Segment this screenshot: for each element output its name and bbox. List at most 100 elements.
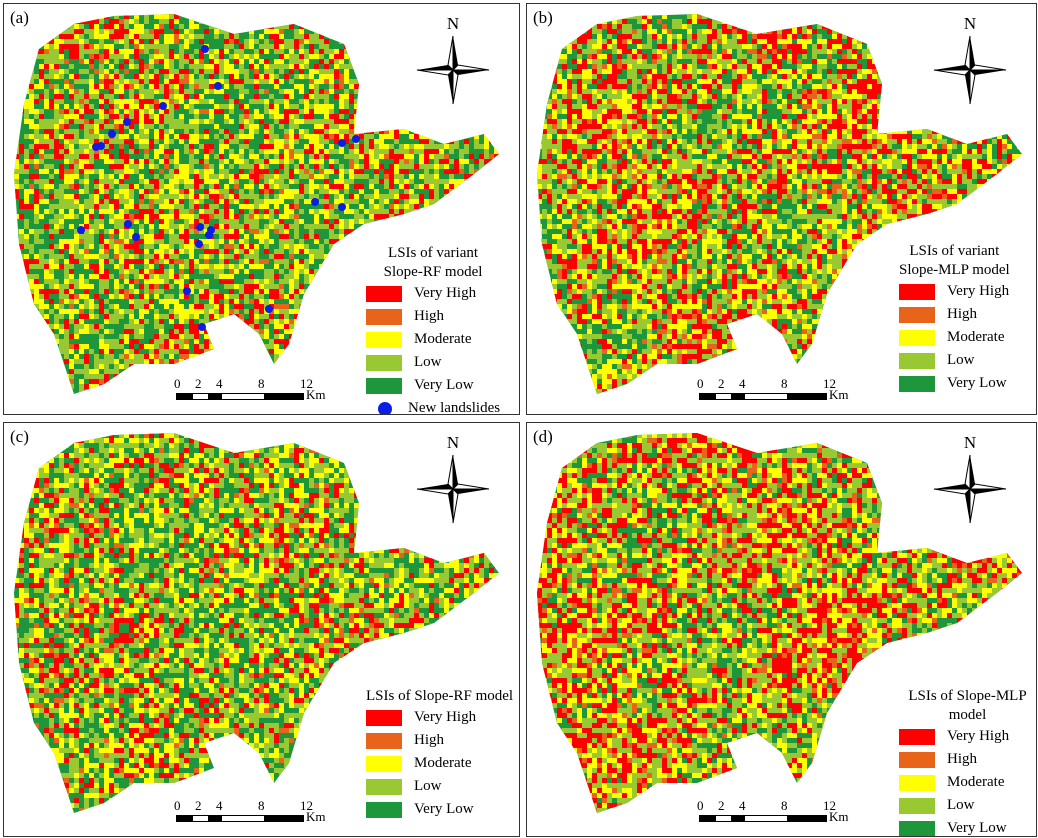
scale-tick: 0 <box>697 376 704 392</box>
scale-tick: 2 <box>195 376 202 392</box>
scale-tick: 12 <box>823 376 836 392</box>
legend-swatch <box>899 329 935 346</box>
map-panel-c: (c) N LSIs of Slope-RF model Very High High M… <box>3 422 520 837</box>
legend-item: Moderate <box>899 326 1010 349</box>
scale-tick: 12 <box>300 376 313 392</box>
legend-item: Low <box>366 351 500 374</box>
legend-item: Very Low <box>899 817 1036 836</box>
legend-swatch <box>899 797 935 814</box>
landslide-point <box>159 102 167 110</box>
legend-item: Very High <box>899 725 1036 748</box>
scale-unit: Km <box>306 809 326 825</box>
susceptibility-map <box>537 14 1022 394</box>
scale-bar: 0 2 4 8 12 Km <box>174 798 354 828</box>
legend-label: Moderate <box>414 755 471 772</box>
legend-swatch <box>366 778 402 795</box>
north-label: N <box>415 433 491 453</box>
legend-label: Low <box>414 778 442 795</box>
panel-label: (b) <box>533 8 553 28</box>
north-arrow-icon: N <box>932 433 1008 530</box>
legend-item: Very Low <box>366 374 500 397</box>
legend-label: New landslides <box>408 400 500 414</box>
legend-swatch <box>899 751 935 768</box>
legend: LSIs of Slope-RF model Very High High Moder… <box>366 687 513 821</box>
landslide-point <box>265 305 273 313</box>
legend-swatch <box>366 331 402 348</box>
map-panel-d: (d) N LSIs of Slope-MLP model Very High High… <box>526 422 1037 837</box>
legend-item: Very High <box>366 706 513 729</box>
landslide-point <box>123 118 131 126</box>
legend-label: High <box>414 732 444 749</box>
scale-unit: Km <box>829 387 849 403</box>
susceptibility-map <box>14 433 499 813</box>
north-label: N <box>932 433 1008 453</box>
legend-label: Moderate <box>947 329 1004 346</box>
legend-subtitle: Slope-RF model <box>366 263 500 282</box>
legend-swatch <box>899 306 935 323</box>
landslide-point <box>205 231 213 239</box>
legend-swatch <box>899 352 935 369</box>
legend-swatch <box>366 377 402 394</box>
legend-swatch <box>366 801 402 818</box>
legend-swatch <box>366 308 402 325</box>
scale-tick: 0 <box>174 798 181 814</box>
legend-label: Low <box>947 797 975 814</box>
scale-tick: 0 <box>174 376 181 392</box>
legend-item: Low <box>366 775 513 798</box>
panel-label: (c) <box>10 427 29 447</box>
legend-swatch <box>366 755 402 772</box>
legend-title: LSIs of variant <box>366 244 500 263</box>
scale-tick: 0 <box>697 798 704 814</box>
landslide-point <box>311 198 319 206</box>
panel-label: (d) <box>533 427 553 447</box>
scale-tick: 4 <box>216 798 223 814</box>
legend-subtitle: Slope-MLP model <box>899 261 1010 280</box>
landslide-point <box>132 233 140 241</box>
panel-label: (a) <box>10 8 29 28</box>
legend-item: High <box>366 305 500 328</box>
landslide-point <box>92 143 100 151</box>
legend-item: New landslides <box>366 397 500 414</box>
scale-tick: 8 <box>258 376 265 392</box>
legend-label: Very High <box>414 285 476 302</box>
legend-swatch <box>366 709 402 726</box>
landslide-point <box>201 45 209 53</box>
scale-tick: 4 <box>739 376 746 392</box>
legend-label: Very Low <box>947 820 1007 836</box>
scale-unit: Km <box>829 809 849 825</box>
legend-item: Very High <box>899 280 1010 303</box>
legend: LSIs of variant Slope-MLP model Very High H… <box>899 242 1010 395</box>
map-panel-a: (a) N LSIs of variant Slope-RF model Very Hi… <box>3 3 520 415</box>
landslide-point <box>77 226 85 234</box>
legend-item: Moderate <box>366 752 513 775</box>
landslide-point <box>338 203 346 211</box>
scale-tick: 8 <box>258 798 265 814</box>
landslide-point <box>198 323 206 331</box>
legend-swatch <box>899 283 935 300</box>
north-arrow-icon: N <box>932 14 1008 111</box>
scale-bar: 0 2 4 8 12 Km <box>174 376 354 406</box>
legend: LSIs of Slope-MLP model Very High High Mode… <box>899 687 1036 836</box>
legend-label: Very High <box>947 728 1009 745</box>
legend-item: Very Low <box>366 798 513 821</box>
legend-label: High <box>947 306 977 323</box>
scale-tick: 12 <box>823 798 836 814</box>
landslide-point <box>183 287 191 295</box>
landslide-point <box>124 220 132 228</box>
scale-bar: 0 2 4 8 12 Km <box>697 376 877 406</box>
legend-item: Low <box>899 794 1036 817</box>
map-panel-b: (b) N LSIs of variant Slope-MLP model Very H… <box>526 3 1037 415</box>
legend-item: Very High <box>366 282 500 305</box>
legend-label: High <box>947 751 977 768</box>
landslide-point <box>352 135 360 143</box>
scale-tick: 4 <box>216 376 223 392</box>
legend-label: Very High <box>414 709 476 726</box>
legend-swatch <box>366 285 402 302</box>
legend-item: Very Low <box>899 372 1010 395</box>
landslide-point <box>196 223 204 231</box>
legend-label: Very High <box>947 283 1009 300</box>
landslide-dot-icon <box>378 401 392 414</box>
legend-swatch <box>899 774 935 791</box>
scale-tick: 2 <box>195 798 202 814</box>
